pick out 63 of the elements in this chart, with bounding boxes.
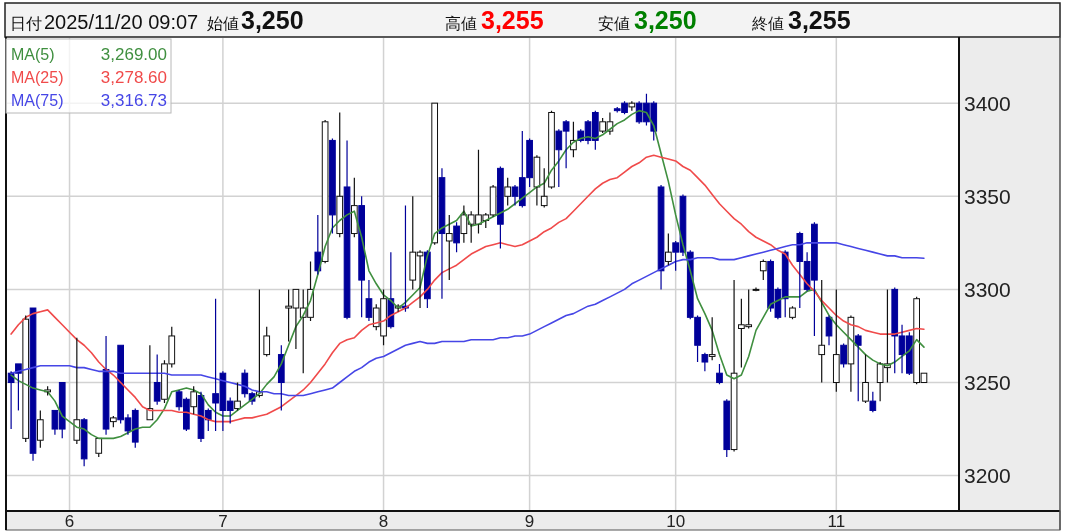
candlestick	[832, 288, 840, 393]
candlestick	[343, 139, 351, 320]
candlestick	[358, 195, 365, 318]
line-series	[10, 154, 925, 423]
x-tick-label: 10	[666, 511, 686, 531]
text: MA(5)	[11, 46, 55, 63]
candlestick	[533, 154, 541, 207]
text: 2025/11/20 09:07	[44, 11, 199, 33]
y-tick-label: 3400	[964, 91, 1011, 115]
text: 3,250	[634, 6, 697, 34]
candlestick	[540, 167, 548, 209]
candlestick	[95, 437, 103, 458]
candlestick	[818, 279, 826, 384]
candlestick	[73, 337, 81, 445]
candlestick	[80, 417, 88, 467]
candlestick	[657, 184, 665, 290]
candlestick	[752, 286, 760, 291]
candlestick	[336, 111, 344, 238]
candlestick	[314, 214, 322, 276]
text: 高値	[445, 15, 477, 32]
y-tick-label: 3350	[964, 184, 1011, 208]
candlestick	[234, 381, 241, 412]
candlestick	[825, 314, 833, 346]
text: 始値	[207, 15, 239, 32]
annotation: 3,278.60	[100, 68, 167, 87]
text: MA(75)	[11, 92, 64, 109]
annotation: 3,316.73	[100, 91, 167, 110]
x-tick-label: 6	[64, 511, 75, 531]
text: 3,255	[788, 6, 851, 34]
candlestick	[665, 232, 672, 266]
candlestick	[329, 137, 336, 235]
candlestick	[497, 165, 504, 250]
y-tick-label: 3200	[964, 464, 1011, 488]
annotation: 3,269.00	[100, 45, 167, 64]
y-tick-label: 3250	[964, 371, 1011, 395]
candlestick	[29, 307, 37, 462]
candlestick	[504, 177, 512, 207]
candlestick	[438, 167, 446, 300]
text: 3,250	[241, 6, 304, 34]
candlestick	[708, 316, 716, 361]
candlestick	[102, 335, 110, 436]
candlestick	[854, 333, 862, 402]
text: 日付	[10, 15, 42, 32]
text: MA(25)	[11, 69, 64, 86]
x-tick-label: 11	[827, 511, 846, 531]
candlestick	[365, 279, 373, 322]
candlestick	[730, 279, 738, 453]
candlestick	[36, 409, 44, 449]
text: 終値	[751, 15, 784, 32]
text: 安値	[598, 15, 630, 32]
candlestick	[445, 214, 453, 281]
candlestick	[431, 102, 439, 246]
candlestick	[321, 119, 329, 264]
y-tick-label: 3300	[964, 277, 1011, 301]
x-tick-label: 9	[524, 511, 535, 531]
x-tick-label: 7	[218, 511, 228, 531]
candlestick	[847, 314, 855, 393]
text: 3,255	[481, 6, 544, 34]
candlestick	[862, 353, 869, 404]
candlestick	[153, 353, 161, 406]
candlestick	[789, 305, 796, 320]
x-tick-label: 8	[378, 511, 389, 531]
candlestick	[701, 352, 709, 372]
